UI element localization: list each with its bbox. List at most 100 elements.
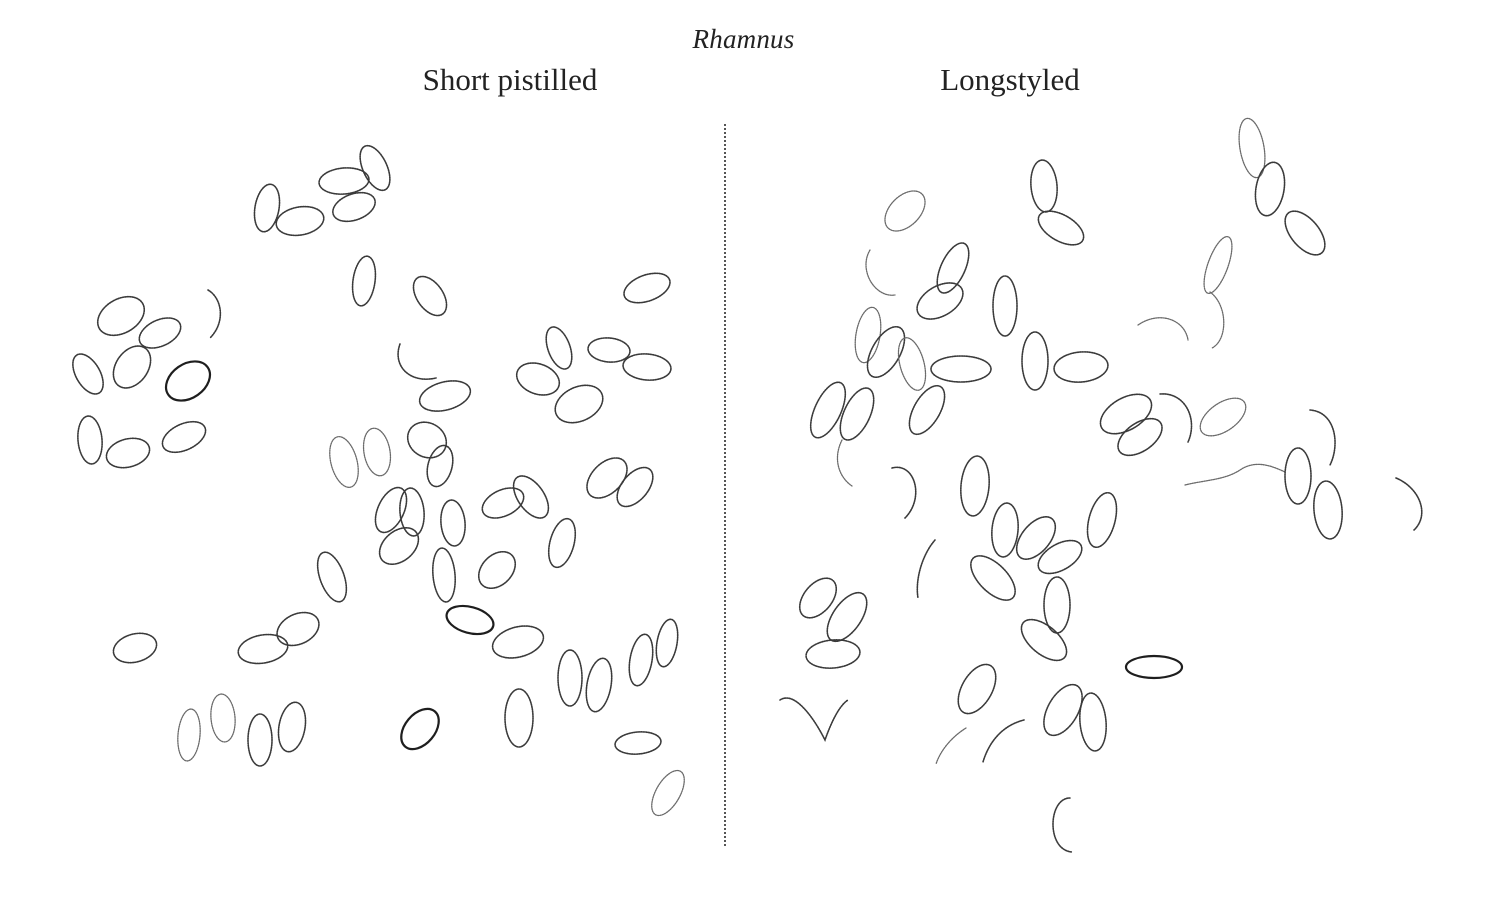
pollen-grain [1020, 618, 1068, 662]
pollen-grain [1284, 447, 1312, 505]
pollen-grain [138, 317, 182, 349]
pollen-grain [992, 275, 1018, 337]
pollen-grain [1117, 417, 1163, 457]
pollen-grain [798, 577, 838, 619]
pollen-grain [1395, 477, 1423, 531]
pollen-grain [826, 591, 868, 643]
pollen-grain [72, 353, 104, 395]
pollen-grain [622, 353, 672, 381]
longstyled-grains [779, 117, 1423, 853]
pollen-grain [207, 289, 222, 339]
pollen-grain [854, 306, 882, 364]
pollen-grain [374, 486, 408, 534]
pollen-grain [916, 282, 964, 320]
pollen-grain [1159, 393, 1193, 443]
pollen-grain [1203, 235, 1233, 295]
pollen-grain [161, 420, 207, 454]
pollen-grain [400, 707, 440, 751]
pollen-grain [362, 427, 392, 477]
pollen-grain [426, 444, 454, 488]
pollen-grain [491, 625, 545, 659]
pollen-grain [397, 343, 437, 380]
pollen-grain [1238, 117, 1266, 179]
pollen-grain [651, 769, 685, 817]
pollen-grain [332, 191, 376, 223]
pollen-grain [276, 611, 320, 647]
pollen-grain [982, 719, 1025, 763]
pollen-grain [1099, 393, 1153, 435]
pollen-grain [164, 360, 212, 402]
pollen-grain [547, 517, 577, 569]
pollen-grain [908, 384, 946, 436]
pollen-grain [247, 713, 273, 767]
pollen-grain [836, 439, 853, 487]
pollen-grain [1052, 797, 1073, 853]
pollen-grain [481, 487, 525, 519]
pollen-grain [1015, 516, 1057, 560]
pollen-grain [359, 144, 391, 192]
pollen-grain [587, 337, 631, 363]
pollen-grain [1037, 539, 1083, 575]
pollen-grain [839, 387, 875, 441]
pollen-grain [1086, 491, 1118, 549]
figure-title: Rhamnus [692, 24, 795, 54]
pollen-grain [1043, 576, 1071, 634]
pollen-grain [1284, 210, 1326, 256]
pollen-grain [991, 502, 1019, 558]
pollen-grain [1309, 409, 1336, 466]
pollen-grain [412, 275, 448, 317]
pollen-grain [957, 663, 997, 715]
pollen-grain [1030, 159, 1058, 213]
pollen-grain [1021, 331, 1049, 391]
pollen-grain [275, 205, 325, 237]
pollen-grain [351, 255, 377, 307]
pollen-grain [557, 649, 583, 707]
pollen-grain [477, 550, 517, 590]
pollen-grain [935, 727, 967, 765]
pollen-grain [1199, 397, 1247, 437]
pollen-grain [936, 242, 970, 294]
pollen-grain [378, 526, 420, 566]
pollen-grain [445, 604, 495, 636]
pollen-grain [891, 466, 917, 519]
pollen-grain [616, 466, 654, 508]
pollen-grain [318, 167, 370, 195]
pollen-grain [1137, 317, 1189, 341]
pollen-grain [623, 272, 671, 304]
pollen-grain [779, 697, 849, 743]
pollen-grain [96, 295, 146, 337]
short-pistilled-grains [72, 144, 685, 817]
panel-label-short-pistilled: Short pistilled [422, 62, 598, 97]
pollen-grain [628, 633, 654, 687]
pollen-grain [930, 355, 992, 383]
pollen-grain [399, 487, 425, 537]
pollen-grain [1053, 351, 1109, 383]
pollen-grain [112, 345, 152, 389]
pollen-grain [1254, 161, 1286, 217]
pollen-grain [1079, 692, 1107, 752]
pollen-grain [515, 362, 561, 396]
pollen-grain [105, 437, 151, 469]
pollen-grain [112, 632, 158, 664]
pollen-grain [504, 688, 534, 748]
pollen-grain [512, 475, 550, 519]
pollen-grain [805, 639, 861, 669]
pollen-grain [866, 325, 906, 379]
pollen-grain [77, 415, 103, 465]
pollen-grain [897, 337, 927, 391]
pollen-grain [277, 701, 307, 753]
pollen-grain [809, 381, 847, 439]
pollen-grain [1043, 683, 1083, 737]
pollen-grain [329, 436, 359, 488]
pollen-grain [210, 693, 236, 743]
pollen-grain [1184, 463, 1286, 486]
pollen-grain [440, 499, 466, 547]
pollen-grain [916, 539, 936, 599]
pollen-grain [865, 249, 896, 296]
pollen-grain [253, 183, 281, 233]
pollen-grain [884, 190, 926, 232]
pollen-grain [585, 657, 613, 713]
pollen-grain [655, 618, 679, 668]
